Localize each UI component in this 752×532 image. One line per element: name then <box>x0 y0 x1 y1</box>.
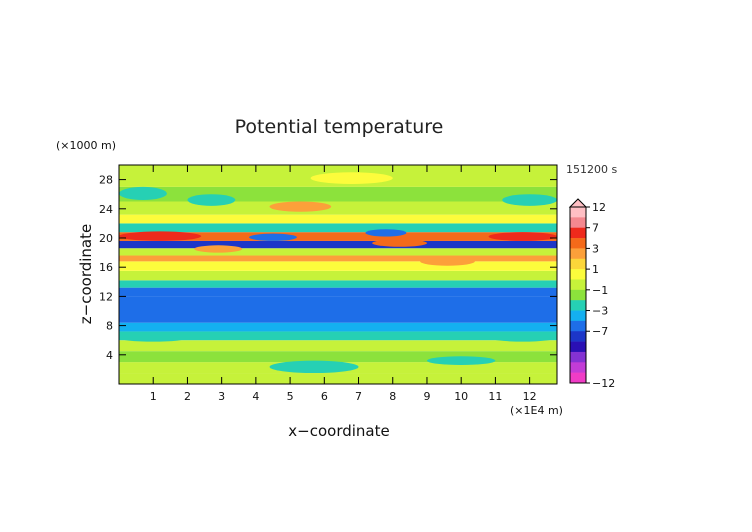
y-tick-label: 16 <box>99 261 113 274</box>
x-tick-label: 6 <box>321 390 328 403</box>
y-tick-label: 24 <box>99 203 113 216</box>
time-label: 151200 s <box>566 163 617 176</box>
colorbar-swatch <box>570 300 586 311</box>
colorbar-tick-label: −7 <box>592 325 608 338</box>
colorbar-tick-label: 7 <box>592 222 599 235</box>
colorbar: 12 7 3 1 −1 −3 −7 −12 <box>568 198 615 390</box>
field-row-13 <box>119 240 557 249</box>
x-tick-label: 1 <box>150 390 157 403</box>
y-axis-label: z−coordinate <box>77 224 95 324</box>
colorbar-swatch <box>570 341 586 353</box>
x-tick-label: 11 <box>488 390 502 403</box>
y-axis: 4 8 12 16 20 24 28 <box>99 174 557 362</box>
x-tick-label: 8 <box>389 390 396 403</box>
field-feature-7 <box>194 245 243 253</box>
colorbar-swatch <box>570 248 586 260</box>
colorbar-tick-label: −12 <box>592 377 615 390</box>
colorbar-swatch <box>570 217 586 229</box>
plot-field <box>119 165 557 384</box>
colorbar-tick-label: 1 <box>592 263 599 276</box>
x-tick-label: 2 <box>184 390 191 403</box>
x-tick-label: 7 <box>355 390 362 403</box>
field-row-18 <box>119 186 557 202</box>
field-feature-10 <box>488 332 557 342</box>
colorbar-swatch <box>570 362 586 373</box>
field-row-17 <box>119 201 557 215</box>
field-feature-9 <box>502 194 557 206</box>
field-feature-15 <box>187 194 236 206</box>
colorbar-swatch <box>570 227 586 239</box>
y-tick-label: 4 <box>106 349 113 362</box>
colorbar-swatch <box>570 310 586 322</box>
colorbar-swatch <box>570 372 586 384</box>
field-feature-1 <box>249 233 297 241</box>
plot-frame <box>118 164 558 385</box>
x-axis: 1 2 3 4 5 6 7 8 9 10 11 12 <box>150 165 537 403</box>
y-unit-label: (×1000 m) <box>56 139 116 152</box>
field-feature-6 <box>420 256 475 266</box>
field-row-9 <box>119 270 557 281</box>
y-tick-label: 12 <box>99 290 113 303</box>
colorbar-swatch <box>570 207 586 218</box>
x-tick-label: 5 <box>287 390 294 403</box>
colorbar-swatch <box>570 320 586 332</box>
field-row-6 <box>119 296 557 323</box>
x-tick-label: 10 <box>454 390 468 403</box>
x-tick-label: 3 <box>218 390 225 403</box>
colorbar-tick-label: −3 <box>592 305 608 318</box>
x-tick-label: 4 <box>252 390 259 403</box>
colorbar-swatch <box>570 279 586 291</box>
x-axis-label: x−coordinate <box>288 422 389 440</box>
field-feature-0 <box>119 231 202 241</box>
field-feature-3 <box>372 239 427 247</box>
colorbar-swatch <box>570 331 586 342</box>
colorbar-tick-label: 12 <box>592 201 606 214</box>
field-row-15 <box>119 223 557 233</box>
x-tick-label: 12 <box>523 390 537 403</box>
colorbar-extend-arrow <box>568 198 588 208</box>
colorbar-swatch <box>570 269 586 280</box>
colorbar-swatch <box>570 258 586 270</box>
field-row-0 <box>119 373 557 384</box>
colorbar-swatch <box>570 289 586 301</box>
field-row-3 <box>119 340 557 352</box>
x-unit-label: (×1E4 m) <box>510 404 563 417</box>
field-row-12 <box>119 248 557 256</box>
field-feature-14 <box>310 172 393 184</box>
x-tick-label: 9 <box>423 390 430 403</box>
field-feature-4 <box>488 232 557 241</box>
colorbar-swatch <box>570 351 586 363</box>
colorbar-tick-label: −1 <box>592 284 608 297</box>
field-feature-13 <box>426 356 496 366</box>
field-feature-12 <box>269 360 359 374</box>
field-row-2 <box>119 351 557 363</box>
field-feature-8 <box>119 186 167 201</box>
y-tick-label: 20 <box>99 232 113 245</box>
chart-title: Potential temperature <box>235 116 444 138</box>
field-row-11 <box>119 255 557 262</box>
colorbar-frame <box>569 206 587 384</box>
field-row-5 <box>119 322 557 332</box>
colorbar-tick-label: 3 <box>592 242 599 255</box>
y-tick-label: 8 <box>106 320 113 333</box>
field-row-7 <box>119 287 557 297</box>
field-row-10 <box>119 261 557 271</box>
field-row-4 <box>119 331 557 341</box>
y-tick-label: 28 <box>99 174 113 187</box>
colorbar-swatch <box>570 238 586 249</box>
field-feature-11 <box>119 334 188 342</box>
field-row-8 <box>119 280 557 288</box>
field-feature-5 <box>269 201 332 212</box>
field-feature-2 <box>365 229 407 237</box>
field-row-16 <box>119 214 557 224</box>
field-row-14 <box>119 232 557 241</box>
